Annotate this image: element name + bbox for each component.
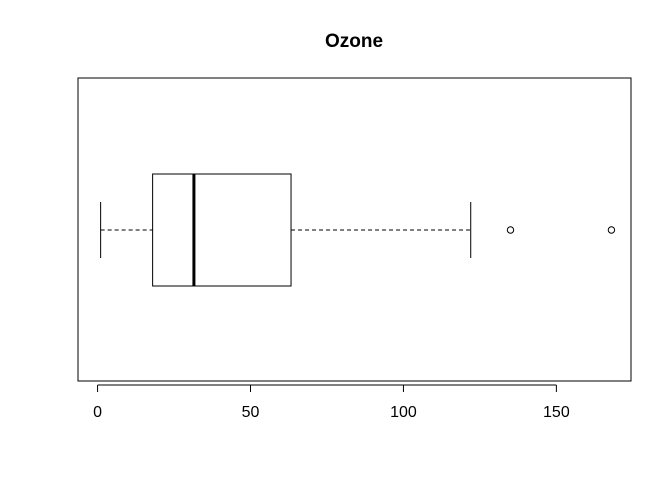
iqr-box [152, 173, 292, 287]
x-axis: 0 50 100 150 [93, 384, 570, 421]
outlier-point [506, 226, 515, 234]
plot-frame [77, 77, 632, 382]
x-tick-label: 50 [242, 404, 260, 421]
outlier-point [607, 226, 616, 234]
x-tick-label: 0 [93, 404, 102, 421]
x-tick-label: 100 [390, 404, 417, 421]
box-group [100, 173, 616, 287]
chart-title: Ozone [325, 31, 383, 52]
x-tick-label: 150 [543, 404, 570, 421]
